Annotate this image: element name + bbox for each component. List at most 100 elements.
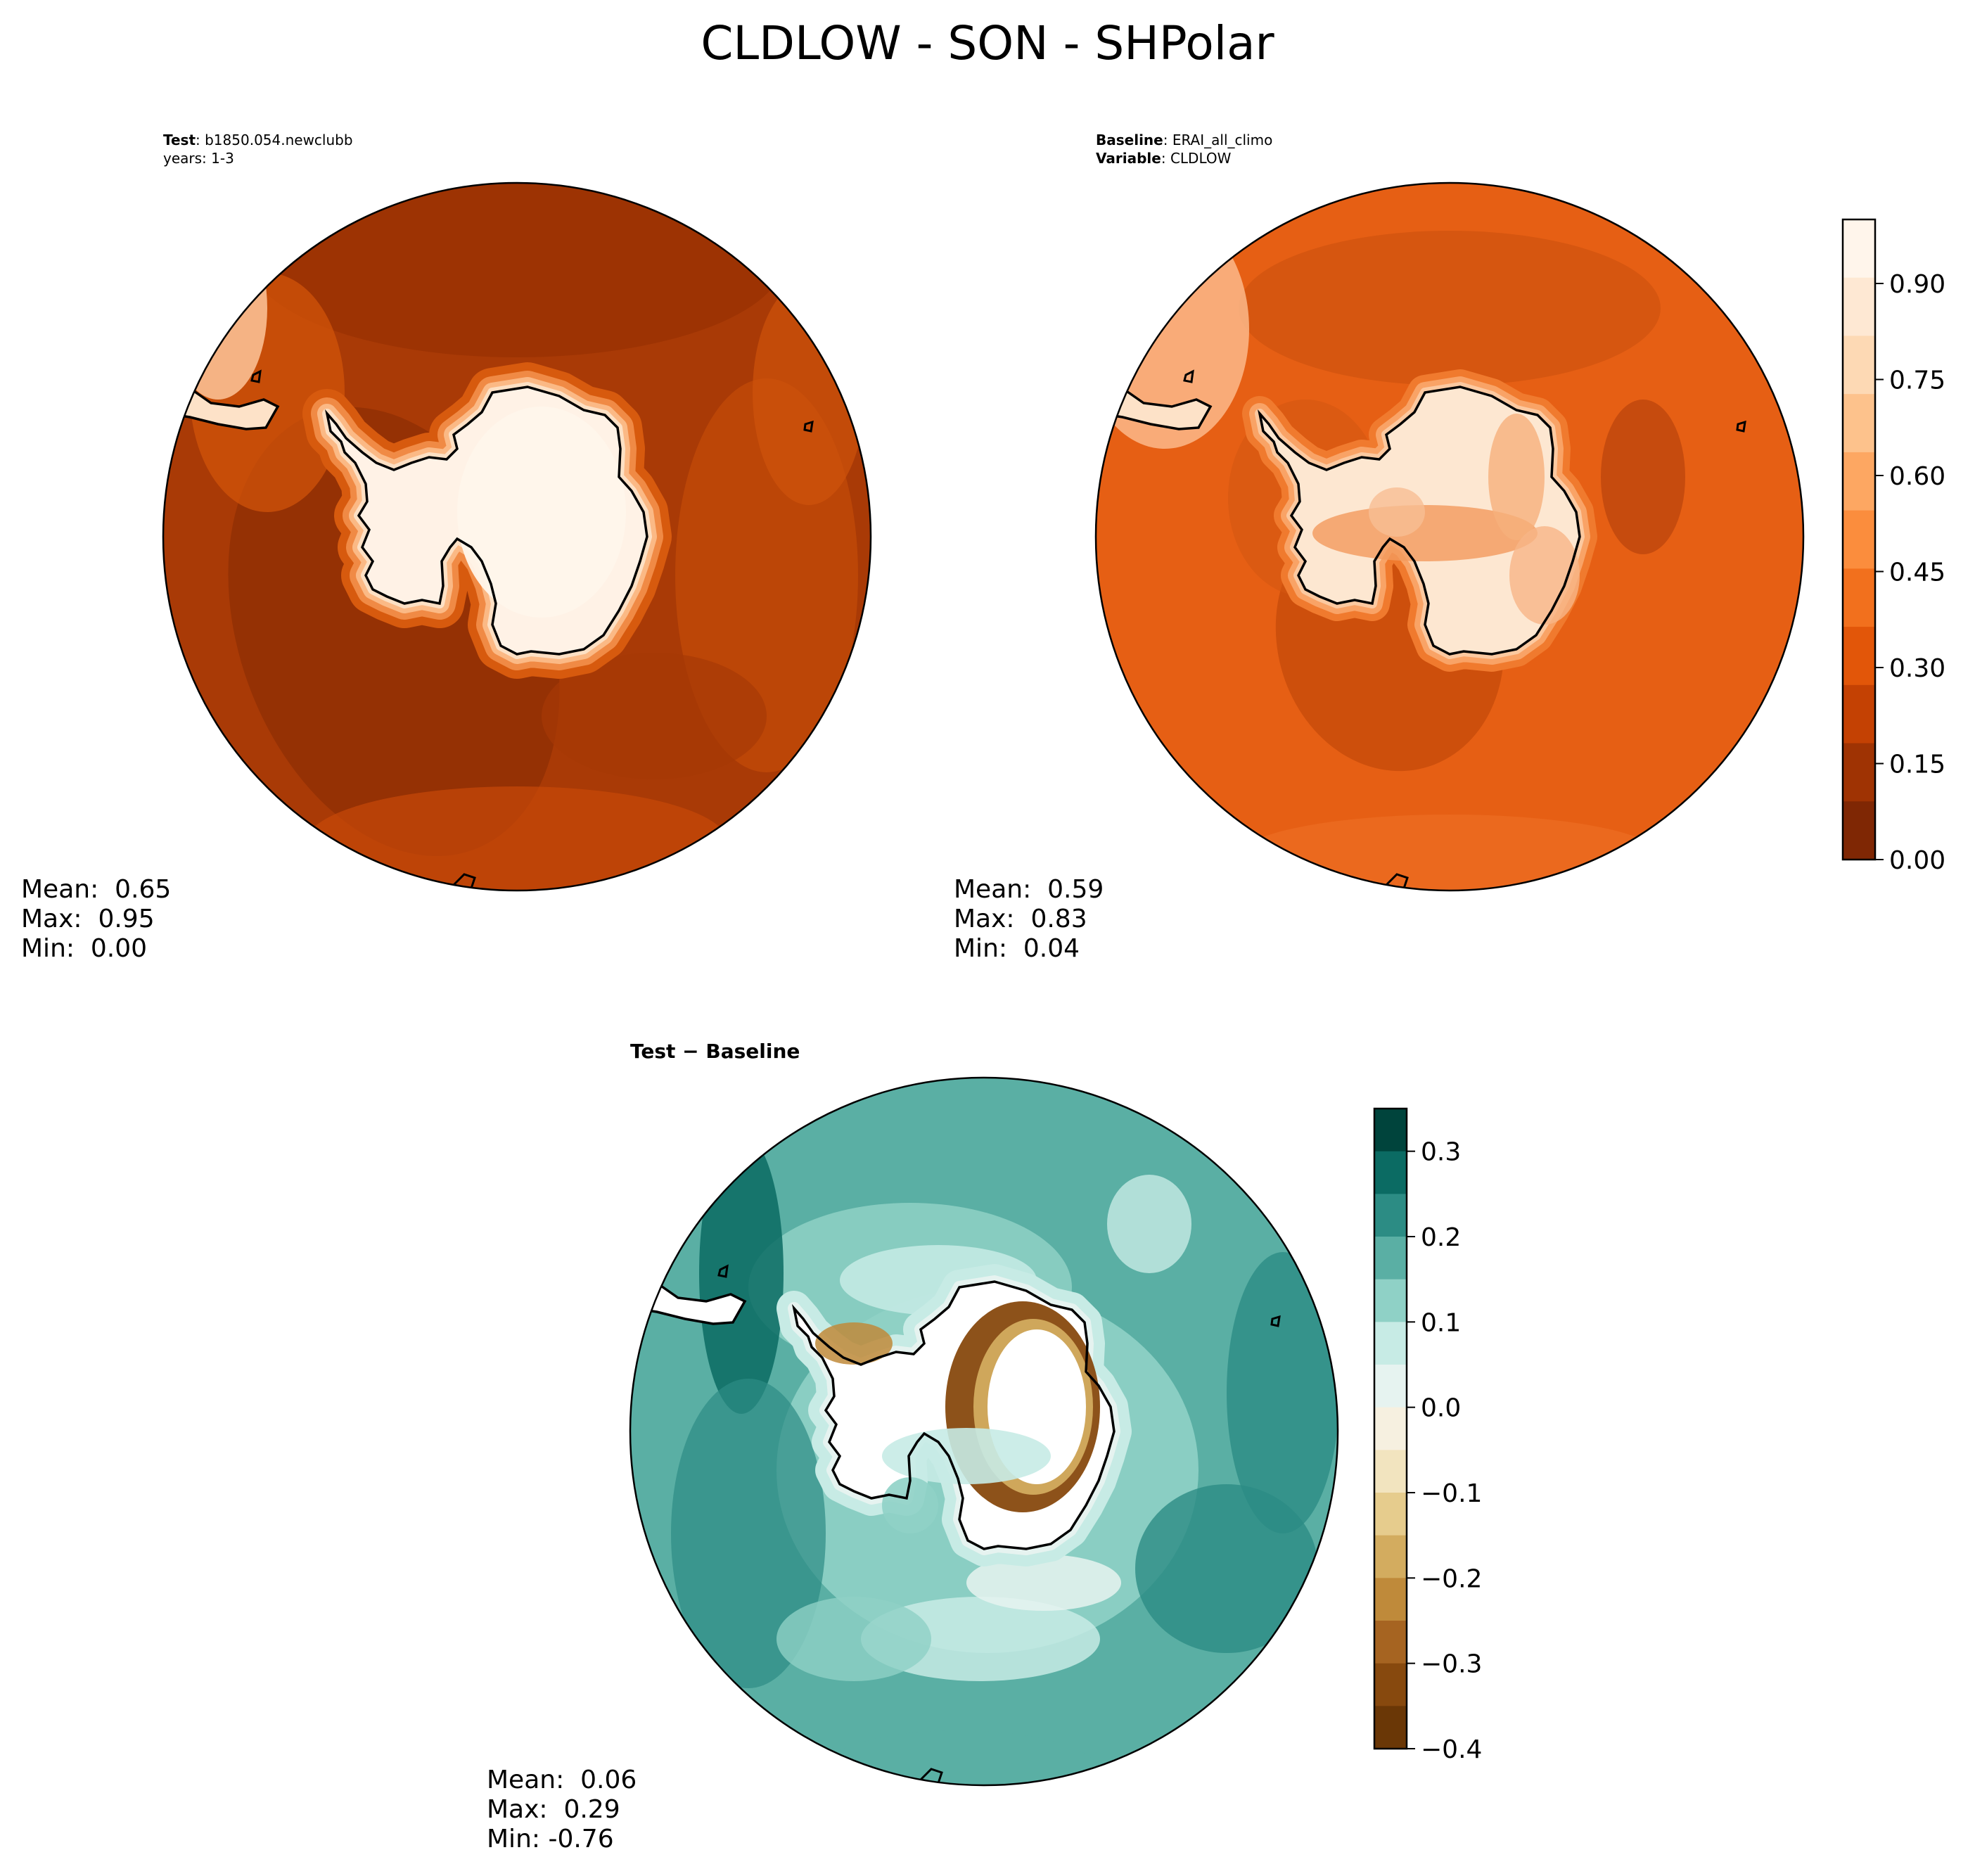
colorbar-tick-label: 0.90 (1889, 270, 1945, 299)
antarctica-coastline (791, 1280, 1116, 1550)
baseline-max: Max: 0.83 (954, 905, 1087, 933)
south-america-field (634, 1273, 745, 1324)
interior-region-3 (1369, 487, 1425, 537)
colorbar-segment-5 (1374, 1322, 1407, 1365)
field-region-1 (1239, 231, 1661, 385)
test-polar-map (162, 181, 872, 892)
diff-polar-map (629, 1076, 1339, 1787)
test-max: Max: 0.95 (21, 905, 155, 933)
south-america-field (167, 378, 278, 429)
colorbar-tick-label: 0.00 (1889, 846, 1945, 875)
colorbar-segment-3 (1843, 394, 1875, 453)
field-region-4 (1227, 1252, 1338, 1533)
colorbar-segment-1 (1843, 277, 1875, 337)
baseline-polar-map (1094, 181, 1805, 892)
field-region-6 (753, 280, 865, 505)
colorbar-segment-11 (1374, 1578, 1407, 1621)
colorbar-tick-label: 0.3 (1421, 1138, 1461, 1167)
colorbar-tick-label: 0.75 (1889, 366, 1945, 395)
baseline-stats: Mean: 0.59 Max: 0.83 Min: 0.04 (954, 875, 1104, 964)
colorbar-segment-9 (1374, 1493, 1407, 1536)
colorbar-segment-2 (1374, 1194, 1407, 1237)
colorbar-segment-10 (1843, 801, 1875, 860)
colorbar-tick-label: −0.1 (1421, 1479, 1482, 1508)
island-coastline-0 (250, 369, 262, 383)
map-boundary (162, 181, 872, 892)
island-coastline-0 (717, 1264, 729, 1278)
baseline-case-label: Baseline: ERAI_all_climo Variable: CLDLO… (1096, 131, 1272, 167)
field-region-5 (1135, 1484, 1318, 1653)
island-coastline-1 (1270, 1315, 1281, 1327)
test-mean: Mean: 0.65 (21, 875, 172, 904)
colorbar-segment-6 (1843, 568, 1875, 627)
variable-label-bold: Variable (1096, 150, 1161, 167)
colorbar-segment-10 (1374, 1535, 1407, 1578)
field-region-3 (1601, 400, 1685, 554)
colorbar-tick-label: −0.4 (1421, 1735, 1482, 1764)
colorbar-segment-2 (1843, 336, 1875, 395)
colorbar-segment-0 (1374, 1109, 1407, 1152)
diff-stats: Mean: 0.06 Max: 0.29 Min: -0.76 (487, 1766, 637, 1854)
colorbar-segment-7 (1374, 1407, 1407, 1450)
baseline-colorbar: 0.00 0.15 0.30 0.45 0.60 0.75 0.90 (1841, 218, 1945, 875)
colorbar-segment-4 (1843, 452, 1875, 511)
baseline-mean: Mean: 0.59 (954, 875, 1104, 904)
field-region-9 (1107, 1175, 1191, 1273)
map-boundary (1094, 181, 1805, 892)
colorbar-tick-label: 0.60 (1889, 462, 1945, 491)
test-label-bold: Test (163, 132, 196, 148)
interior-region-3 (815, 1322, 893, 1365)
colorbar-outline (1841, 218, 1877, 861)
figure-title: CLDLOW - SON - SHPolar (701, 16, 1274, 70)
colorbar-outline (1373, 1107, 1408, 1750)
interior-region-4 (882, 1428, 1051, 1484)
baseline-label-text: : ERAI_all_climo (1163, 132, 1273, 148)
interior-region-1 (1488, 414, 1545, 540)
island-coastline-1 (803, 420, 814, 433)
diff-panel-title: Test − Baseline (630, 1040, 800, 1063)
interior-region-0 (1312, 505, 1538, 561)
field-region-11 (819, 1730, 1100, 1785)
colorbar-tick-label: 0.45 (1889, 559, 1945, 587)
colorbar-segment-3 (1374, 1237, 1407, 1280)
test-label-text: : b1850.054.newclubb (196, 132, 353, 148)
test-years: years: 1-3 (163, 150, 234, 167)
island-coastline-1 (1736, 420, 1746, 433)
field-region-5 (1239, 815, 1661, 891)
colorbar-tick-label: 0.15 (1889, 751, 1945, 779)
colorbar-segment-6 (1374, 1365, 1407, 1408)
diff-min: Min: -0.76 (487, 1825, 614, 1853)
colorbar-segment-8 (1374, 1450, 1407, 1493)
colorbar-tick-label: −0.2 (1421, 1564, 1482, 1593)
colorbar-tick-label: 0.30 (1889, 654, 1945, 683)
interior-region-0 (457, 407, 626, 618)
variable-label-text: : CLDLOW (1161, 150, 1232, 167)
field-region-7 (966, 1555, 1121, 1611)
colorbar-tick-label: 0.0 (1421, 1394, 1461, 1423)
interior-region-2 (1509, 526, 1580, 625)
antarctica-coastline (1257, 385, 1581, 656)
field-region-10 (776, 1597, 931, 1681)
colorbar-segment-4 (1374, 1279, 1407, 1322)
colorbar-segment-13 (1374, 1663, 1407, 1706)
colorbar-segment-5 (1843, 510, 1875, 569)
baseline-min: Min: 0.04 (954, 934, 1080, 963)
test-case-label: Test: b1850.054.newclubb years: 1-3 (163, 131, 353, 167)
colorbar-segment-1 (1374, 1151, 1407, 1194)
colorbar-tick-label: 0.1 (1421, 1308, 1461, 1337)
field-region-5 (542, 653, 767, 779)
island-coastline-0 (1183, 369, 1194, 383)
colorbar-segment-14 (1374, 1706, 1407, 1749)
colorbar-segment-12 (1374, 1621, 1407, 1664)
baseline-label-bold: Baseline (1096, 132, 1163, 148)
test-min: Min: 0.00 (21, 934, 148, 963)
field-region-2 (699, 1132, 784, 1414)
colorbar-segment-7 (1843, 627, 1875, 686)
field-region-7 (169, 217, 267, 400)
antarctica-coastline (324, 385, 648, 656)
test-stats: Mean: 0.65 Max: 0.95 Min: 0.00 (21, 875, 171, 964)
diff-mean: Mean: 0.06 (487, 1766, 637, 1794)
field-region-4 (306, 786, 728, 891)
map-boundary (629, 1076, 1339, 1787)
field-region-3 (671, 1379, 826, 1688)
